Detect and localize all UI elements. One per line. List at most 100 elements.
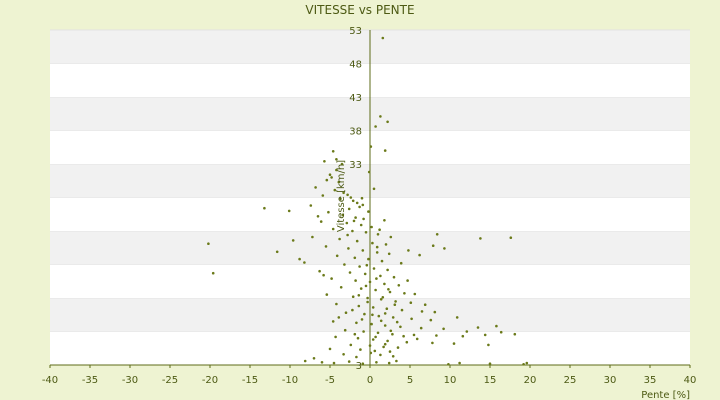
data-point bbox=[374, 125, 377, 128]
x-tick-label: -10 bbox=[282, 375, 298, 386]
data-point bbox=[487, 343, 490, 347]
data-point bbox=[343, 263, 346, 266]
data-point bbox=[465, 330, 469, 333]
data-point bbox=[357, 294, 361, 297]
data-point bbox=[355, 321, 358, 325]
data-point bbox=[376, 233, 380, 236]
data-point bbox=[341, 213, 345, 217]
data-point bbox=[363, 312, 366, 316]
data-point bbox=[364, 231, 368, 234]
data-point bbox=[354, 216, 357, 219]
data-point bbox=[387, 252, 391, 256]
data-point bbox=[351, 295, 355, 299]
data-point bbox=[343, 328, 347, 332]
data-point bbox=[399, 261, 403, 265]
data-point bbox=[381, 36, 385, 40]
data-point bbox=[318, 269, 321, 273]
data-point bbox=[370, 225, 373, 229]
data-point bbox=[368, 344, 372, 347]
data-point bbox=[384, 243, 388, 246]
data-point bbox=[442, 327, 445, 331]
data-point bbox=[331, 150, 335, 153]
x-tick-labels: -40 -35 -30 -25 -20 -15 -10 -5 0 5 10 15 20 25 30 35 40 bbox=[42, 365, 696, 386]
data-point bbox=[368, 280, 372, 284]
data-point bbox=[309, 204, 313, 207]
data-point bbox=[395, 320, 399, 324]
data-point bbox=[367, 257, 370, 261]
data-point bbox=[406, 279, 409, 282]
data-point bbox=[358, 205, 361, 209]
data-point bbox=[349, 343, 353, 347]
data-point bbox=[383, 282, 386, 286]
data-point bbox=[371, 241, 374, 245]
data-point bbox=[352, 219, 356, 223]
data-point bbox=[400, 308, 404, 312]
data-point bbox=[328, 347, 332, 351]
x-tick-label: 30 bbox=[604, 375, 617, 386]
x-tick-label: 35 bbox=[644, 375, 657, 386]
data-point bbox=[379, 115, 382, 118]
data-point bbox=[335, 302, 338, 306]
data-point bbox=[420, 310, 424, 313]
x-tick-label: 5 bbox=[407, 375, 413, 386]
data-point bbox=[388, 290, 392, 294]
data-point bbox=[452, 342, 456, 345]
data-point bbox=[375, 361, 378, 364]
data-point bbox=[383, 149, 387, 152]
data-point bbox=[389, 235, 393, 239]
data-point bbox=[383, 324, 387, 327]
data-point bbox=[415, 337, 419, 341]
data-point bbox=[328, 173, 332, 176]
data-point bbox=[369, 351, 373, 355]
data-point bbox=[298, 257, 301, 261]
data-point bbox=[324, 245, 328, 248]
data-point bbox=[386, 120, 389, 124]
data-point bbox=[369, 145, 373, 148]
data-point bbox=[330, 277, 333, 280]
data-point bbox=[383, 312, 387, 315]
y-tick-labels: 33 38 43 48 53 3 bbox=[349, 26, 362, 372]
data-point bbox=[399, 325, 402, 329]
y-axis-label: Vitesse [km/h] bbox=[336, 160, 347, 232]
data-point bbox=[359, 223, 363, 227]
data-point bbox=[353, 256, 357, 260]
data-point bbox=[355, 201, 359, 205]
data-point bbox=[391, 355, 395, 358]
data-points bbox=[207, 36, 529, 366]
data-point bbox=[363, 272, 367, 276]
data-point bbox=[275, 250, 279, 254]
data-point bbox=[207, 242, 210, 245]
data-point bbox=[379, 274, 382, 278]
data-point bbox=[335, 158, 338, 161]
data-point bbox=[367, 170, 371, 174]
data-point bbox=[382, 345, 385, 349]
data-point bbox=[375, 251, 379, 254]
data-point bbox=[409, 301, 413, 305]
data-point bbox=[358, 265, 361, 268]
data-point bbox=[379, 319, 383, 323]
data-point bbox=[413, 292, 417, 296]
data-point bbox=[513, 332, 517, 336]
data-point bbox=[383, 342, 387, 346]
data-point bbox=[376, 331, 380, 335]
data-point bbox=[380, 259, 384, 263]
data-point bbox=[366, 296, 369, 300]
data-point bbox=[418, 253, 421, 257]
data-point bbox=[321, 194, 325, 197]
data-point bbox=[361, 203, 365, 207]
data-point bbox=[407, 249, 410, 252]
data-point bbox=[371, 306, 375, 309]
data-point bbox=[525, 361, 529, 365]
x-tick-label: -25 bbox=[162, 375, 178, 386]
x-tick-label: -15 bbox=[242, 375, 258, 386]
data-point bbox=[323, 160, 326, 163]
data-point bbox=[342, 353, 345, 356]
data-point bbox=[355, 239, 359, 243]
data-point bbox=[435, 334, 438, 337]
data-point bbox=[370, 322, 373, 326]
data-point bbox=[351, 199, 355, 203]
data-point bbox=[371, 338, 375, 341]
data-point bbox=[342, 191, 345, 195]
data-point bbox=[349, 196, 353, 199]
data-point bbox=[319, 220, 323, 223]
